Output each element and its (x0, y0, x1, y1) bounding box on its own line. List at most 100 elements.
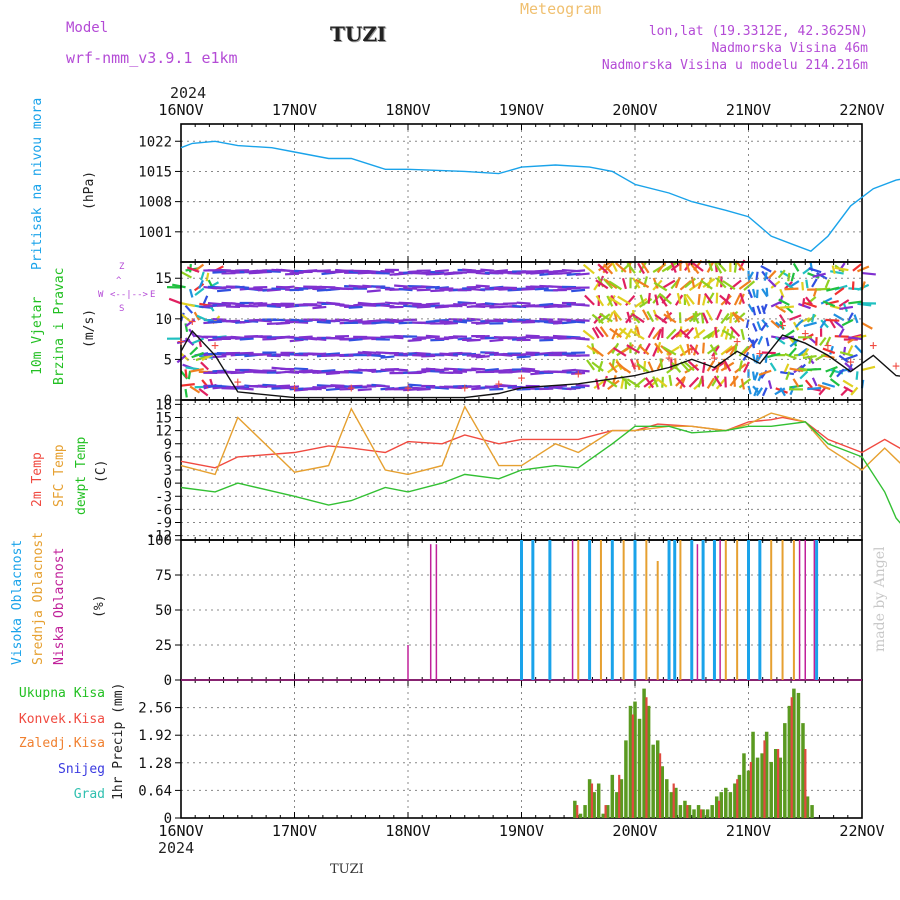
wind-arrow (212, 270, 227, 274)
wind-arrow (575, 383, 590, 388)
precip-total-bar (683, 800, 687, 818)
precip-total-bar (787, 705, 792, 818)
wind-gust-mark: + (733, 335, 741, 350)
wind-arrow (755, 271, 759, 281)
wind-arrow (534, 269, 549, 273)
precip-total-bar (573, 800, 577, 818)
wind-arrow (807, 386, 822, 391)
wind-arrow (714, 262, 723, 274)
wind-gust-mark: + (574, 367, 582, 382)
wind-arrow (475, 284, 490, 288)
wind-arrow (679, 361, 691, 373)
cloud-high-bar (633, 540, 637, 680)
wind-arrow (756, 321, 762, 331)
wind-arrow (840, 387, 850, 397)
wind-arrow (850, 386, 859, 396)
wind-arrow (787, 272, 791, 282)
precip-total-bar (783, 723, 787, 818)
precip-total-bar (810, 805, 814, 818)
wind-arrow (685, 261, 691, 273)
wind-arrow (654, 313, 668, 324)
precip-conv-bar (699, 809, 703, 818)
wind-arrow (692, 312, 700, 324)
y-tick-label: 0.64 (138, 783, 172, 799)
precip-conv-bar (804, 749, 807, 818)
wind-arrow (830, 270, 844, 275)
wind-arrow (714, 326, 718, 339)
wind-arrow (843, 385, 855, 394)
wind-arrow (756, 305, 762, 315)
wind-gust-mark: + (711, 351, 719, 366)
wind-arrow (841, 318, 854, 327)
precip-total-bar (801, 723, 805, 818)
wind-arrow (380, 355, 395, 359)
wind-arrow (416, 369, 431, 374)
wind-arrow (416, 387, 431, 391)
wind-arrow (357, 388, 372, 392)
wind-arrow (617, 295, 632, 306)
wind-arrow (484, 385, 499, 389)
wind-arrow (434, 386, 449, 390)
wind-arrow (194, 287, 205, 296)
precip-total-bar (596, 783, 601, 818)
wind-arrow (348, 305, 363, 309)
wind-arrow (539, 351, 554, 355)
wind-arrow (805, 279, 809, 289)
wind-arrow (820, 297, 833, 305)
y-tick-label: -3 (155, 489, 172, 505)
wind-compass: Z ^ W <--|--> E S (98, 262, 156, 314)
wind-arrow (521, 287, 536, 291)
wind-arrow (853, 314, 859, 324)
wind-arrow (407, 338, 422, 342)
cloud-mid-bar (770, 540, 773, 680)
wind-arrow (751, 306, 757, 316)
wind-arrow (602, 375, 608, 388)
wind-arrow (811, 278, 818, 288)
wind-arrow (453, 320, 468, 324)
y-tick-label: 18 (155, 397, 172, 413)
wind-arrow (740, 378, 746, 390)
wind-arrow (389, 336, 404, 340)
precip-conv-bar (590, 783, 594, 818)
wind-gust-mark: + (847, 355, 855, 370)
precip-total-bar (651, 744, 655, 818)
wind-arrow (325, 387, 340, 392)
wind-gust-mark: + (347, 381, 355, 396)
precip-conv-bar (631, 714, 634, 818)
precip-total-bar (769, 761, 773, 818)
meteogram-title: Meteogram (520, 0, 602, 18)
precip-total-bar (587, 779, 592, 818)
precip-total-bar (719, 792, 724, 818)
wind-arrow (475, 335, 490, 338)
wind-arrow (239, 387, 254, 391)
wind-arrow (755, 387, 764, 397)
wind-arrow (671, 362, 682, 373)
wind-arrow (200, 361, 210, 371)
wind-arrow (480, 268, 495, 272)
wind-arrow (729, 312, 733, 324)
wind-arrow (839, 305, 854, 311)
wind-arrow (190, 367, 204, 373)
wind-gust-mark: + (631, 359, 639, 374)
wind-arrow (724, 293, 731, 305)
wind-arrow (239, 351, 254, 355)
wind-arrow (689, 344, 700, 356)
wind-arrow (187, 370, 192, 380)
wind-arrow (760, 322, 768, 332)
wind-arrow (747, 289, 753, 299)
wind-arrow (625, 295, 636, 307)
wind-arrow (371, 302, 386, 306)
wind-arrow (683, 295, 691, 307)
wind-arrow (571, 269, 586, 273)
wind-arrow (316, 269, 331, 273)
wind-arrow (198, 387, 209, 397)
wind-arrow (829, 319, 837, 329)
cloud-low-bar (435, 544, 438, 680)
cloud-mid-bar (656, 561, 659, 680)
wind-arrow (857, 265, 870, 273)
elevation-text: Nadmorska Visina 46m (711, 41, 868, 56)
wind-arrow (838, 299, 850, 308)
wind-arrow (738, 378, 752, 389)
x-day-label-top: 22NOV (839, 101, 884, 119)
precip-total-bar (714, 796, 719, 818)
